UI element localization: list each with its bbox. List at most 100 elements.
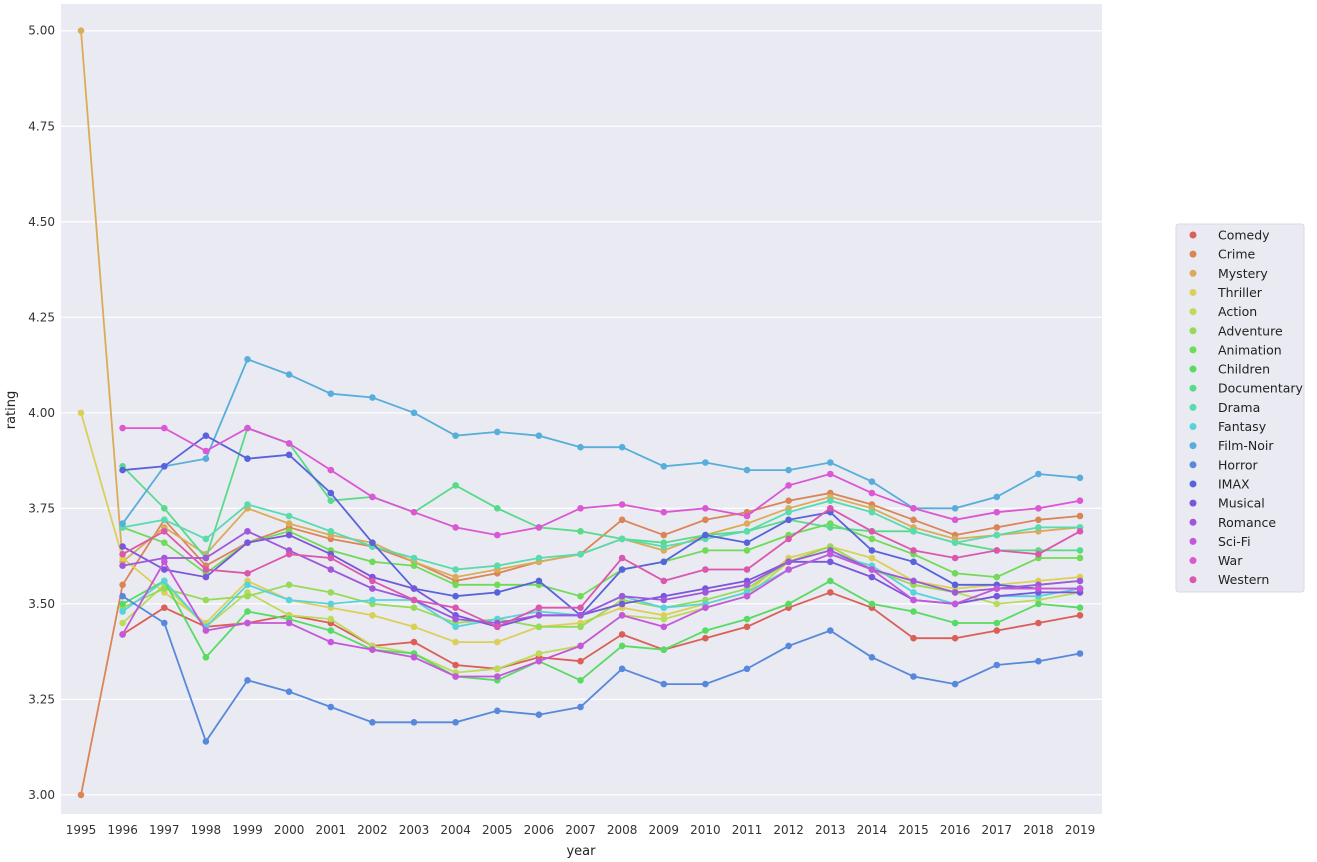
data-point: [827, 470, 834, 478]
legend-entry: Fantasy: [1218, 419, 1267, 434]
data-point: [285, 520, 293, 527]
data-point: [827, 459, 834, 466]
data-point: [743, 547, 751, 554]
data-point: [1076, 528, 1084, 535]
legend-entry: Romance: [1218, 515, 1276, 530]
data-point: [993, 627, 1001, 634]
legend-entry: Action: [1218, 304, 1257, 319]
data-point: [244, 455, 251, 463]
data-point: [161, 424, 168, 432]
data-point: [161, 577, 168, 585]
data-point: [535, 711, 543, 718]
data-point: [1035, 505, 1042, 512]
data-point: [327, 497, 335, 505]
x-tick-label: 2009: [648, 823, 679, 837]
data-point: [369, 394, 376, 401]
data-point: [327, 589, 335, 596]
data-point: [119, 543, 126, 550]
legend-marker: [1189, 499, 1197, 507]
series-line: [122, 499, 1080, 571]
data-point: [452, 592, 459, 600]
x-tick-label: 2018: [1023, 823, 1054, 837]
data-point: [951, 680, 959, 688]
data-point: [910, 547, 917, 554]
data-point: [702, 589, 709, 596]
data-point: [618, 600, 626, 608]
series-war: [119, 424, 1084, 539]
data-point: [993, 493, 1001, 501]
data-point: [577, 505, 584, 512]
x-tick-label: 2005: [482, 823, 513, 837]
data-point: [1035, 470, 1042, 478]
data-point: [202, 455, 210, 463]
data-point: [785, 558, 792, 566]
data-point: [285, 371, 293, 378]
data-point: [993, 508, 1001, 516]
data-point: [161, 604, 168, 611]
data-point: [119, 466, 126, 474]
x-tick-label: 2010: [690, 823, 721, 837]
x-tick-label: 2006: [524, 823, 555, 837]
data-point: [161, 566, 168, 573]
data-point: [785, 508, 792, 516]
data-point: [452, 719, 459, 726]
y-tick-label: 4.75: [28, 119, 55, 133]
data-point: [202, 738, 210, 745]
data-point: [410, 623, 418, 631]
data-point: [327, 600, 335, 608]
data-point: [951, 600, 959, 608]
data-point: [244, 356, 251, 363]
series-line: [122, 427, 1081, 537]
data-point: [743, 539, 751, 546]
data-point: [327, 489, 335, 497]
data-point: [868, 547, 876, 554]
x-tick-label: 2015: [898, 823, 929, 837]
data-point: [285, 581, 293, 589]
data-point: [577, 642, 584, 650]
data-point: [327, 615, 335, 623]
series-horror: [119, 592, 1084, 745]
x-tick-label: 2002: [357, 823, 388, 837]
data-point: [785, 497, 792, 505]
data-point: [1035, 619, 1042, 627]
x-tick-label: 2016: [940, 823, 971, 837]
data-point: [244, 501, 251, 508]
data-point: [535, 604, 543, 611]
data-point: [535, 577, 543, 585]
data-point: [910, 577, 917, 585]
x-tick-label: 2003: [399, 823, 430, 837]
series-line: [122, 434, 1080, 617]
data-point: [161, 585, 168, 592]
data-point: [1076, 547, 1084, 554]
data-point: [785, 535, 792, 543]
legend-entry: Children: [1218, 362, 1270, 377]
x-axis-label: year: [566, 844, 596, 859]
data-point: [452, 623, 459, 631]
data-point: [535, 524, 543, 531]
data-point: [410, 604, 418, 611]
data-point: [369, 585, 376, 592]
data-point: [785, 466, 792, 474]
data-point: [660, 543, 668, 550]
data-point: [868, 478, 876, 485]
data-point: [202, 535, 210, 543]
legend-marker: [1189, 423, 1197, 430]
data-point: [410, 596, 418, 604]
data-point: [1035, 516, 1042, 524]
x-tick-label: 2000: [274, 823, 305, 837]
data-point: [743, 592, 751, 600]
data-point: [993, 661, 1001, 669]
data-point: [77, 791, 85, 799]
legend-entry: Mystery: [1218, 266, 1268, 281]
data-point: [910, 673, 917, 680]
legend-entry: Adventure: [1218, 323, 1283, 338]
legend-marker: [1189, 346, 1197, 354]
data-point: [660, 508, 668, 516]
x-tick-label: 1998: [191, 823, 222, 837]
data-point: [702, 680, 709, 688]
legend-marker: [1189, 250, 1197, 258]
data-point: [535, 657, 543, 665]
data-point: [868, 554, 876, 562]
data-point: [1035, 550, 1042, 558]
data-point: [452, 432, 459, 440]
